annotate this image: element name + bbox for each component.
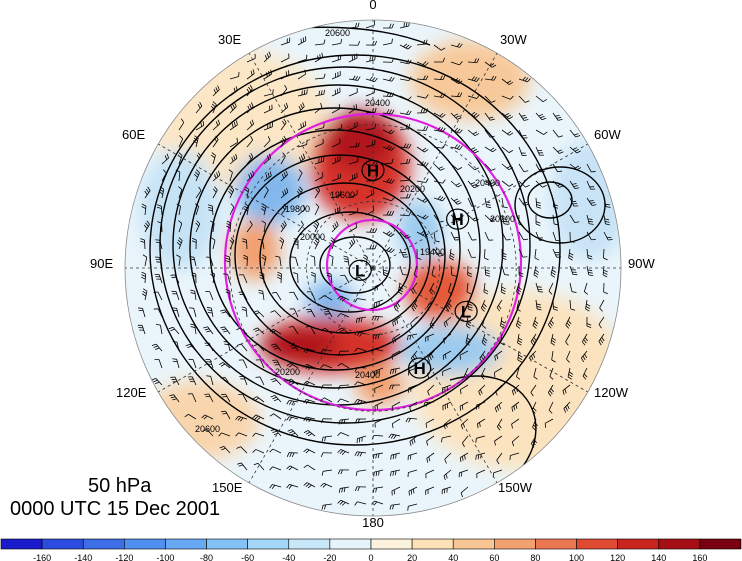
contour-label-group: 20600 20400 20200 20000 19800 19600 1940…	[195, 28, 515, 434]
colorbar-tick-label: 40	[448, 553, 458, 561]
contour-label: 20200	[490, 214, 515, 224]
pressure-center-H: H	[451, 210, 463, 229]
contour-label: 20400	[365, 98, 390, 108]
contour-label: 20600	[325, 28, 350, 38]
colorbar-tick-label: 20	[407, 553, 417, 561]
colorbar-swatch	[124, 538, 166, 550]
contour-label: 20200	[275, 367, 300, 377]
longitude-labels: 0 30W 60W 90W 120W 150W 180 150E 120E 90…	[90, 0, 655, 530]
colorbar-tick-label: 80	[530, 553, 540, 561]
contour-label: 19600	[330, 190, 355, 200]
lon-label-0: 0	[369, 0, 376, 12]
colorbar: -160 -140 -120 -100 -80 -60 -40 -20 0 20 40 60 80 100…	[0, 538, 742, 561]
contour-label: 20600	[195, 424, 220, 434]
colorbar-tick-label: 0	[368, 553, 373, 561]
pressure-center-ring	[348, 259, 372, 281]
colorbar-swatch	[576, 538, 618, 550]
contour-label: 19400	[420, 247, 445, 257]
colorbar-swatch	[699, 538, 742, 550]
lon-label-180: 180	[362, 515, 384, 530]
colorbar-swatch	[452, 538, 495, 550]
colorbar-tick-label: -80	[200, 553, 213, 561]
contour-label: 20400	[355, 370, 380, 380]
lon-label-150w: 150W	[498, 480, 533, 495]
lon-label-60w: 60W	[594, 127, 621, 142]
contour-label: 20000	[300, 232, 325, 242]
colorbar-swatch	[82, 538, 125, 550]
colorbar-swatch	[0, 538, 43, 550]
graticule	[125, 20, 621, 516]
pressure-center-ring	[408, 357, 432, 379]
colorbar-swatch	[288, 538, 331, 550]
pressure-level-label: 50 hPa	[88, 475, 152, 497]
colorbar-swatch	[535, 538, 577, 550]
colorbar-tick-label: -140	[74, 553, 92, 561]
pressure-center-ring	[454, 300, 478, 323]
colorbar-tick-label: 160	[692, 553, 707, 561]
colorbar-swatch	[247, 538, 290, 550]
lon-label-30w: 30W	[500, 32, 527, 47]
colorbar-tick-label: 60	[489, 553, 499, 561]
colorbar-swatch	[617, 538, 660, 550]
colorbar-tick-label: -100	[156, 553, 174, 561]
lon-label-90e: 90E	[90, 256, 113, 271]
wind-barbs	[137, 20, 613, 511]
colorbar-swatch	[411, 538, 454, 550]
colorbar-tick-label: -160	[33, 553, 51, 561]
colorbar-tick-label: 120	[610, 553, 625, 561]
colorbar-tick-label: -120	[115, 553, 133, 561]
pressure-center-H: H	[414, 359, 426, 378]
pressure-center-H: H	[367, 161, 379, 180]
colorbar-swatch	[41, 538, 84, 550]
valid-time-label: 0000 UTC 15 Dec 2001	[10, 498, 221, 520]
colorbar-swatch	[206, 538, 248, 550]
colorbar-tick-label: 100	[569, 553, 584, 561]
pressure-centers: H H L L H	[348, 159, 478, 379]
colorbar-swatch	[329, 538, 372, 550]
pressure-center-ring	[361, 159, 385, 181]
lon-label-30e: 30E	[218, 32, 241, 47]
colorbar-tick-label: -60	[241, 553, 254, 561]
pressure-center-ring	[446, 208, 470, 230]
colorbar-swatch	[370, 538, 413, 550]
colorbar-swatch	[165, 538, 207, 550]
lon-label-120e: 120E	[116, 385, 147, 400]
lon-label-90w: 90W	[628, 256, 655, 271]
lon-label-120w: 120W	[594, 385, 629, 400]
colorbar-swatch	[494, 538, 536, 550]
lon-label-150e: 150E	[212, 480, 243, 495]
contour-label: 20400	[475, 178, 500, 188]
lon-label-60e: 60E	[122, 127, 145, 142]
reference-circles	[223, 112, 523, 412]
pressure-center-L: L	[461, 302, 471, 321]
contour-label: 19800	[285, 204, 310, 214]
colorbar-swatch	[658, 538, 701, 550]
contour-label: 20200	[400, 184, 425, 194]
pressure-center-L: L	[355, 261, 365, 280]
colorbar-tick-label: -20	[323, 553, 336, 561]
colorbar-tick-label: -40	[282, 553, 295, 561]
colorbar-tick-label: 140	[651, 553, 666, 561]
map-boundary	[124, 19, 622, 517]
